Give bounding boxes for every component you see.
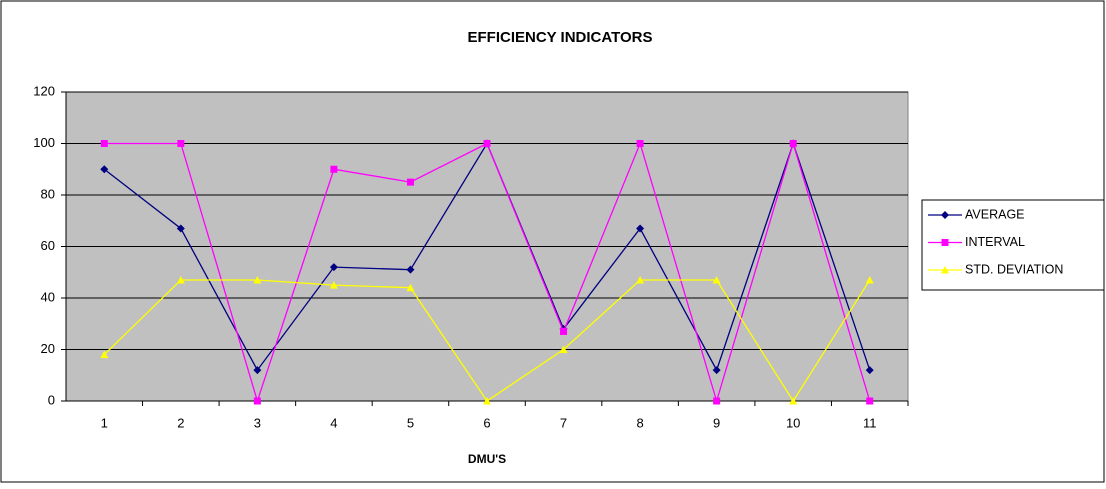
data-point bbox=[176, 275, 185, 284]
legend-marker bbox=[941, 239, 949, 246]
data-point bbox=[559, 345, 568, 353]
legend-label: STD. DEVIATION bbox=[965, 262, 1063, 276]
data-point bbox=[865, 275, 874, 284]
data-point bbox=[100, 140, 108, 147]
data-point bbox=[329, 263, 338, 272]
data-point bbox=[483, 397, 491, 405]
data-point bbox=[176, 224, 185, 233]
data-point bbox=[406, 265, 415, 274]
legend-marker bbox=[941, 266, 949, 274]
x-tick-label: 3 bbox=[254, 415, 261, 430]
x-tick-label: 8 bbox=[636, 415, 643, 430]
data-point bbox=[253, 366, 262, 375]
chart-title: EFFICIENCY INDICATORS bbox=[467, 29, 652, 46]
data-point bbox=[789, 140, 797, 147]
data-point bbox=[177, 140, 185, 147]
data-point bbox=[713, 397, 721, 405]
y-tick-label: 60 bbox=[41, 238, 55, 253]
y-tick-label: 100 bbox=[33, 135, 55, 150]
data-point bbox=[406, 283, 415, 292]
data-point bbox=[100, 165, 109, 174]
x-tick-label: 11 bbox=[863, 415, 877, 430]
data-point bbox=[329, 281, 338, 289]
x-tick-label: 4 bbox=[330, 415, 337, 430]
x-axis-label: DMU'S bbox=[468, 452, 506, 466]
data-point bbox=[636, 140, 644, 147]
legend-label: INTERVAL bbox=[965, 235, 1025, 249]
data-point bbox=[636, 224, 645, 233]
data-point bbox=[866, 397, 874, 405]
data-point bbox=[560, 327, 568, 335]
data-point bbox=[712, 366, 721, 375]
data-point bbox=[789, 397, 798, 405]
data-point bbox=[100, 350, 109, 359]
x-tick-label: 7 bbox=[560, 415, 567, 430]
y-tick-label: 40 bbox=[41, 289, 55, 304]
data-point bbox=[712, 275, 721, 284]
data-point bbox=[253, 397, 261, 405]
x-tick-label: 1 bbox=[101, 415, 108, 430]
x-tick-label: 6 bbox=[483, 415, 490, 430]
y-tick-label: 0 bbox=[48, 392, 55, 407]
data-point bbox=[253, 275, 262, 284]
x-tick-label: 10 bbox=[786, 415, 800, 430]
y-tick-label: 120 bbox=[33, 83, 55, 98]
data-point bbox=[330, 165, 338, 173]
y-tick-label: 20 bbox=[41, 341, 55, 356]
legend-label: AVERAGE bbox=[965, 207, 1025, 221]
data-point bbox=[636, 275, 645, 284]
data-point bbox=[483, 140, 491, 147]
x-tick-label: 9 bbox=[713, 415, 720, 430]
legend-marker bbox=[941, 211, 949, 219]
data-point bbox=[406, 178, 414, 186]
data-point bbox=[865, 366, 874, 375]
y-tick-label: 80 bbox=[41, 186, 55, 201]
x-tick-label: 5 bbox=[407, 415, 414, 430]
x-tick-label: 2 bbox=[177, 415, 184, 430]
